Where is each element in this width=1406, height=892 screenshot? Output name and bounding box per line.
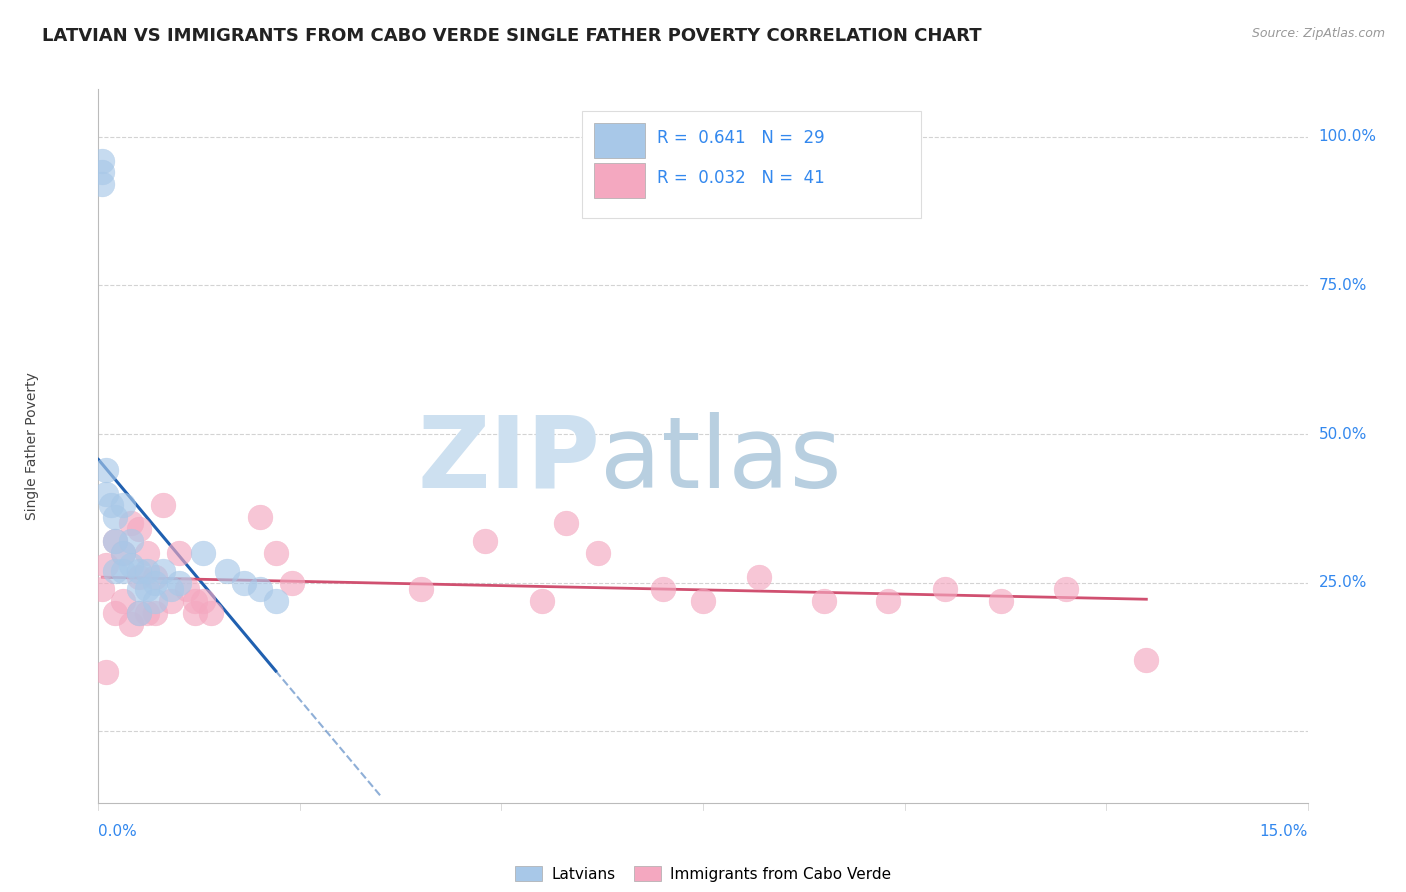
Point bbox=[143, 606, 166, 620]
Point bbox=[249, 582, 271, 596]
Point bbox=[103, 606, 125, 620]
Point bbox=[176, 582, 198, 596]
Point bbox=[91, 582, 114, 596]
Point bbox=[96, 558, 118, 572]
Point bbox=[128, 570, 150, 584]
Point bbox=[651, 582, 673, 596]
Point bbox=[1135, 653, 1157, 667]
Point bbox=[409, 582, 432, 596]
Text: Single Father Poverty: Single Father Poverty bbox=[25, 372, 39, 520]
Text: 100.0%: 100.0% bbox=[1319, 129, 1376, 145]
FancyBboxPatch shape bbox=[595, 162, 645, 198]
Point bbox=[167, 575, 190, 590]
Point bbox=[200, 606, 222, 620]
Point bbox=[1054, 582, 1077, 596]
Text: 25.0%: 25.0% bbox=[1319, 575, 1367, 591]
Point bbox=[184, 606, 207, 620]
Point bbox=[135, 606, 157, 620]
Point bbox=[193, 593, 215, 607]
Point bbox=[990, 593, 1012, 607]
Point bbox=[143, 593, 166, 607]
Text: 75.0%: 75.0% bbox=[1319, 278, 1367, 293]
Point bbox=[167, 546, 190, 560]
Point bbox=[111, 564, 134, 578]
FancyBboxPatch shape bbox=[595, 123, 645, 159]
Point bbox=[264, 593, 287, 607]
Point bbox=[91, 153, 114, 168]
Point bbox=[152, 564, 174, 578]
Point bbox=[877, 593, 900, 607]
Point bbox=[193, 546, 215, 560]
Point bbox=[128, 522, 150, 536]
Point bbox=[96, 486, 118, 500]
Point bbox=[143, 570, 166, 584]
Point bbox=[120, 558, 142, 572]
Point bbox=[128, 606, 150, 620]
Point bbox=[96, 665, 118, 679]
Text: ZIP: ZIP bbox=[418, 412, 600, 508]
Point bbox=[100, 499, 122, 513]
Point bbox=[111, 499, 134, 513]
Point bbox=[281, 575, 304, 590]
Point bbox=[120, 516, 142, 531]
Point bbox=[555, 516, 578, 531]
Point bbox=[111, 593, 134, 607]
Point bbox=[217, 564, 239, 578]
Point bbox=[103, 510, 125, 524]
Point bbox=[128, 564, 150, 578]
Point bbox=[692, 593, 714, 607]
Point bbox=[103, 534, 125, 549]
Legend: Latvians, Immigrants from Cabo Verde: Latvians, Immigrants from Cabo Verde bbox=[509, 860, 897, 888]
Point bbox=[184, 593, 207, 607]
Point bbox=[586, 546, 609, 560]
Point bbox=[128, 606, 150, 620]
Text: R =  0.641   N =  29: R = 0.641 N = 29 bbox=[657, 128, 825, 146]
Text: Source: ZipAtlas.com: Source: ZipAtlas.com bbox=[1251, 27, 1385, 40]
Point bbox=[111, 546, 134, 560]
Point bbox=[160, 593, 183, 607]
Point bbox=[232, 575, 254, 590]
Text: atlas: atlas bbox=[600, 412, 842, 508]
Point bbox=[128, 582, 150, 596]
Point bbox=[103, 564, 125, 578]
Text: LATVIAN VS IMMIGRANTS FROM CABO VERDE SINGLE FATHER POVERTY CORRELATION CHART: LATVIAN VS IMMIGRANTS FROM CABO VERDE SI… bbox=[42, 27, 981, 45]
Point bbox=[135, 564, 157, 578]
Point bbox=[249, 510, 271, 524]
Text: R =  0.032   N =  41: R = 0.032 N = 41 bbox=[657, 169, 825, 187]
Point bbox=[91, 178, 114, 192]
Point bbox=[91, 165, 114, 179]
Point bbox=[143, 575, 166, 590]
Point bbox=[748, 570, 770, 584]
Text: 0.0%: 0.0% bbox=[98, 823, 138, 838]
Text: 15.0%: 15.0% bbox=[1260, 823, 1308, 838]
Point bbox=[135, 582, 157, 596]
FancyBboxPatch shape bbox=[582, 111, 921, 218]
Point bbox=[111, 546, 134, 560]
Point bbox=[530, 593, 553, 607]
Point bbox=[120, 617, 142, 632]
Point bbox=[103, 534, 125, 549]
Point bbox=[160, 582, 183, 596]
Point bbox=[934, 582, 956, 596]
Text: 50.0%: 50.0% bbox=[1319, 426, 1367, 442]
Point bbox=[264, 546, 287, 560]
Point bbox=[474, 534, 496, 549]
Point bbox=[813, 593, 835, 607]
Point bbox=[96, 463, 118, 477]
Point bbox=[152, 499, 174, 513]
Point bbox=[120, 534, 142, 549]
Point bbox=[135, 546, 157, 560]
